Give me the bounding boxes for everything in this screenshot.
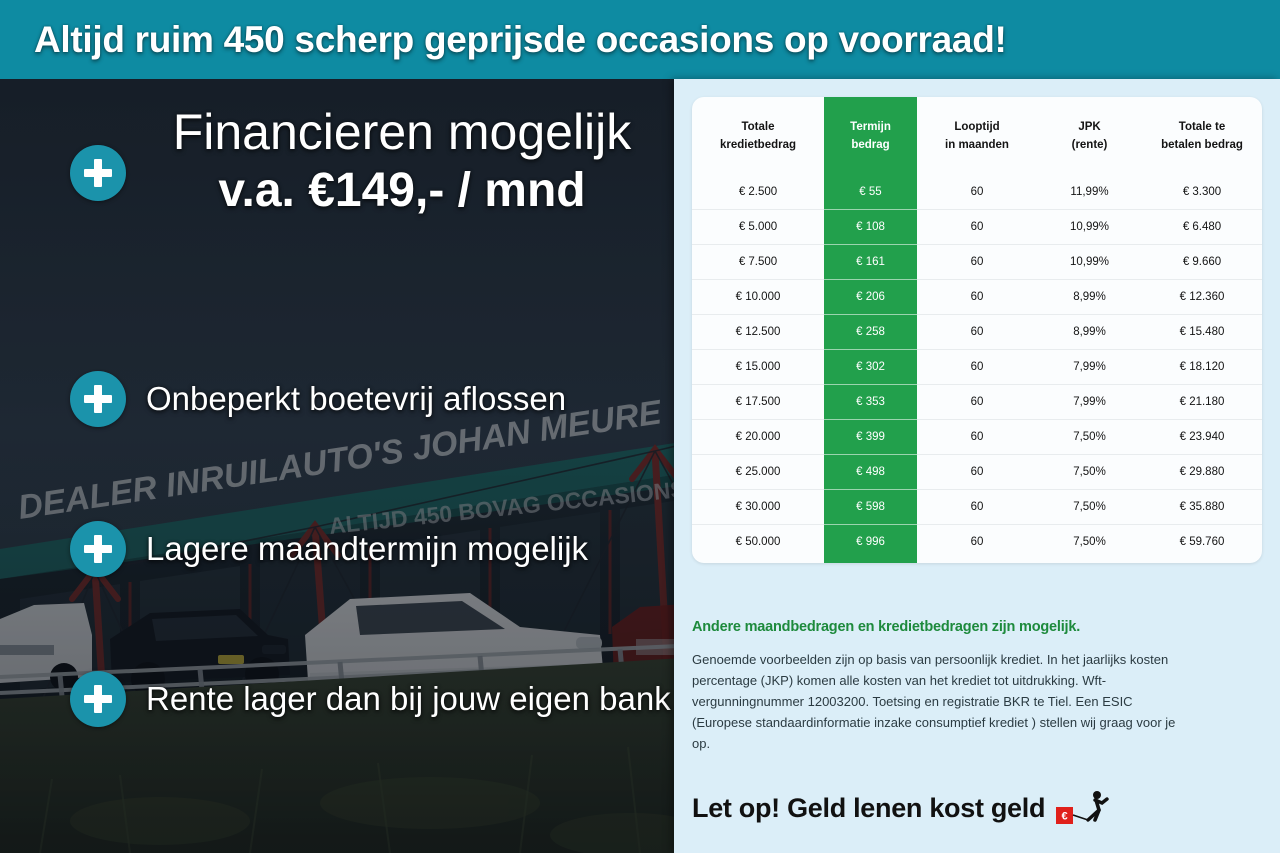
cell-termijn-bedrag: € 55 (859, 185, 882, 198)
table-row: € 17.500 € 353 60 7,99% € 21.180 (692, 383, 1262, 420)
cell-termijn-bedrag: € 302 (824, 348, 917, 385)
cell-totale-te-betalen: € 18.120 (1142, 348, 1262, 385)
cell-looptijd: 60 (917, 313, 1037, 350)
cell-termijn-bedrag: € 258 (824, 313, 917, 350)
cell-termijn-bedrag: € 353 (824, 383, 917, 420)
plus-icon (70, 521, 126, 577)
cell-totale-te-betalen: € 21.180 (1142, 383, 1262, 420)
cell-looptijd: 60 (917, 243, 1037, 280)
note-title: Andere maandbedragen en kredietbedragen … (692, 618, 1081, 635)
headline-price: v.a. €149,- / mnd (218, 164, 586, 217)
cell-looptijd: 60 (917, 383, 1037, 420)
cell-totale-te-betalen: € 6.480 (1142, 208, 1262, 245)
table-row: € 7.500 € 161 60 10,99% € 9.660 (692, 243, 1262, 280)
cell-totale-kredietbedrag: € 17.500 (692, 383, 824, 420)
plus-icon (70, 145, 126, 201)
cell-totale-kredietbedrag: € 30.000 (692, 488, 824, 525)
credit-rate-table: Totale kredietbedrag Termijn bedrag Loop… (692, 97, 1262, 559)
table-row: € 10.000 € 206 60 8,99% € 12.360 (692, 278, 1262, 315)
plus-icon (70, 371, 126, 427)
cell-totale-kredietbedrag: € 15.000 (692, 348, 824, 385)
cell-termijn-bedrag: € 399 (824, 418, 917, 455)
cell-jkp: 7,99% (1037, 348, 1142, 385)
header-termijn-bedrag: Termijn bedrag (850, 121, 891, 151)
table-body: € 2.500 € 55 60 11,99% € 3.300 € 5.000 € 108 60… (692, 175, 1262, 559)
cell-jkp: 10,99% (1037, 208, 1142, 245)
plus-icon (70, 671, 126, 727)
cell-jkp: 8,99% (1037, 278, 1142, 315)
cell-looptijd: 60 (917, 208, 1037, 245)
table-row: € 15.000 € 302 60 7,99% € 18.120 (692, 348, 1262, 385)
cell-looptijd: 60 (917, 488, 1037, 525)
usp-item-2: Lagere maandtermijn mogelijk (70, 521, 588, 577)
legal-warning-text: Let op! Geld lenen kost geld (692, 793, 1046, 824)
cell-jkp: 8,99% (1037, 313, 1142, 350)
table-row: € 20.000 € 399 60 7,50% € 23.940 (692, 418, 1262, 455)
cell-totale-te-betalen: € 9.660 (1142, 243, 1262, 280)
cell-totale-te-betalen: € 12.360 (1142, 278, 1262, 315)
table-row: € 25.000 € 498 60 7,50% € 29.880 (692, 453, 1262, 490)
top-banner-text: Altijd ruim 450 scherp geprijsde occasio… (34, 18, 1007, 60)
usp-item-3: Rente lager dan bij jouw eigen bank (70, 671, 671, 727)
cell-jkp: 7,50% (1037, 453, 1142, 490)
cell-jkp: 7,50% (1037, 418, 1142, 455)
afm-money-warning-icon: € (1056, 790, 1109, 824)
usp-label: Lagere maandtermijn mogelijk (146, 530, 589, 567)
table-row: € 2.500 € 55 60 11,99% € 3.300 (692, 175, 1262, 210)
cell-looptijd: 60 (917, 278, 1037, 315)
legal-warning: Let op! Geld lenen kost geld € (692, 790, 1262, 828)
cell-jkp: 7,50% (1037, 488, 1142, 525)
cell-termijn-bedrag: € 161 (824, 243, 917, 280)
cell-totale-kredietbedrag: € 25.000 (692, 453, 824, 490)
cell-looptijd: 60 (917, 453, 1037, 490)
cell-termijn-bedrag: € 598 (824, 488, 917, 525)
usp-item-1: Onbeperkt boetevrij aflossen (70, 371, 566, 427)
header-jkp: JPK (rente) (1071, 121, 1108, 151)
cell-termijn-bedrag: € 498 (824, 453, 917, 490)
cell-totale-te-betalen: € 23.940 (1142, 418, 1262, 455)
cell-termijn-bedrag: € 996 (824, 523, 917, 559)
header-totale-te-betalen: Totale te betalen bedrag (1161, 121, 1243, 151)
usp-label: Onbeperkt boetevrij aflossen (146, 380, 567, 417)
cell-totale-te-betalen: € 15.480 (1142, 313, 1262, 350)
cell-totale-kredietbedrag: € 50.000 (692, 523, 824, 559)
cell-totale-te-betalen: € 29.880 (1142, 453, 1262, 490)
header-looptijd: Looptijd in maanden (945, 121, 1009, 151)
cell-totale-te-betalen: € 35.880 (1142, 488, 1262, 525)
table-header-row: Totale kredietbedrag Termijn bedrag Loop… (692, 97, 1262, 175)
table-row: € 12.500 € 258 60 8,99% € 15.480 (692, 313, 1262, 350)
cell-looptijd: 60 (917, 523, 1037, 559)
table-row: € 5.000 € 108 60 10,99% € 6.480 (692, 208, 1262, 245)
top-banner: Altijd ruim 450 scherp geprijsde occasio… (0, 0, 1280, 79)
left-content-column: Financieren mogelijk v.a. €149,- / mnd O… (0, 79, 690, 853)
table-row: € 50.000 € 996 60 7,50% € 59.760 (692, 523, 1262, 559)
cell-totale-kredietbedrag: € 10.000 (692, 278, 824, 315)
cell-jkp: 7,99% (1037, 383, 1142, 420)
cell-jkp: 10,99% (1037, 243, 1142, 280)
cell-termijn-bedrag: € 206 (824, 278, 917, 315)
svg-text:€: € (1062, 810, 1068, 822)
cell-looptijd: 60 (917, 418, 1037, 455)
usp-label: Rente lager dan bij jouw eigen bank (146, 680, 671, 717)
cell-looptijd: 60 (917, 348, 1037, 385)
headline-block: Financieren mogelijk v.a. €149,- / mnd (70, 105, 670, 220)
note-body: Genoemde voorbeelden zijn op basis van p… (692, 651, 1176, 751)
headline-primary: Financieren mogelijk (172, 104, 632, 160)
cell-totale-kredietbedrag: € 20.000 (692, 418, 824, 455)
cell-totale-te-betalen: € 3.300 (1182, 185, 1222, 198)
cell-looptijd: 60 (970, 185, 984, 198)
cell-termijn-bedrag: € 108 (824, 208, 917, 245)
cell-totale-kredietbedrag: € 7.500 (692, 243, 824, 280)
cell-totale-kredietbedrag: € 2.500 (738, 185, 778, 198)
cell-totale-te-betalen: € 59.760 (1142, 523, 1262, 559)
cell-jkp: 11,99% (1070, 185, 1109, 198)
cell-jkp: 7,50% (1037, 523, 1142, 559)
cell-totale-kredietbedrag: € 5.000 (692, 208, 824, 245)
header-totale-kredietbedrag: Totale kredietbedrag (719, 121, 797, 151)
cell-totale-kredietbedrag: € 12.500 (692, 313, 824, 350)
rate-table-card: Totale kredietbedrag Termijn bedrag Loop… (692, 97, 1262, 563)
table-row: € 30.000 € 598 60 7,50% € 35.880 (692, 488, 1262, 525)
credit-info-panel: Totale kredietbedrag Termijn bedrag Loop… (674, 79, 1280, 853)
